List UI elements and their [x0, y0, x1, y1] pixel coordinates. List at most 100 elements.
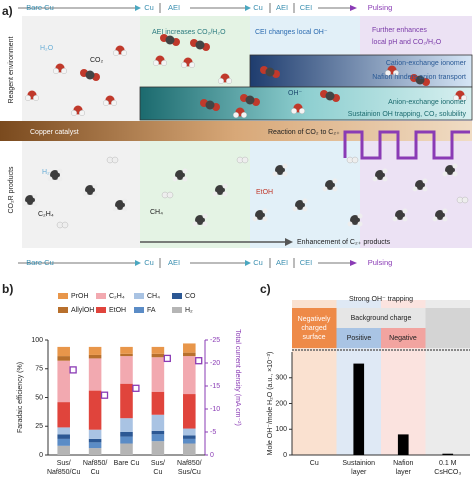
atom [32, 193, 38, 199]
atom [351, 156, 359, 164]
flow-step: Pulsing [368, 258, 393, 267]
atom [153, 60, 159, 66]
bar-segment [151, 414, 165, 431]
atom [442, 216, 448, 222]
atom [122, 198, 128, 204]
x-tick-label: Naf850/Cu [83, 460, 108, 476]
atom [385, 70, 391, 76]
flow-step: AEI [276, 258, 288, 267]
atom [202, 221, 208, 227]
flow-step: CEI [300, 3, 313, 12]
flow-step: AEI [168, 258, 180, 267]
panel-label: c) [260, 282, 271, 296]
bar-segment [151, 434, 165, 442]
atom [79, 110, 85, 116]
legend-label: CH₄ [147, 293, 160, 300]
atom [47, 176, 53, 182]
atom [292, 206, 298, 212]
legend-label: CO [185, 293, 196, 300]
y2-tick-label: -20 [210, 360, 220, 367]
atom [71, 110, 77, 116]
y-tick-label: 300 [275, 375, 287, 382]
atom [382, 176, 388, 182]
panel-label: a) [2, 4, 13, 18]
legend-label: PrOH [71, 293, 89, 300]
bar-segment [120, 436, 133, 444]
atom [262, 216, 268, 222]
legend-label: C₂H₄ [109, 293, 125, 300]
bar-segment [57, 402, 70, 428]
flow-step: Bare Cu [26, 258, 54, 267]
atom [445, 165, 455, 175]
reaction-label: Reaction of CO₂ to C₂₊ [268, 129, 340, 136]
atom [195, 40, 205, 50]
bar-segment [151, 441, 165, 455]
y2-tick-label: -25 [210, 337, 220, 344]
product-label: H₂ [42, 169, 50, 176]
bar [353, 363, 365, 455]
atom [85, 70, 95, 80]
atom [282, 163, 288, 169]
atom [357, 213, 363, 219]
atom [395, 210, 405, 220]
bar-segment [120, 356, 133, 384]
bar-segment [57, 434, 70, 439]
atom [461, 196, 469, 204]
atom [252, 216, 258, 222]
y2-axis-title: Total current density (mA cm⁻²) [234, 329, 241, 426]
atom [272, 171, 278, 177]
atom [25, 95, 31, 101]
atom [182, 168, 188, 174]
atom [275, 165, 285, 175]
product-label: C₂H₄ [38, 211, 54, 218]
atom [32, 201, 38, 207]
atom [53, 68, 59, 74]
note: local pH and CO₂/H₂O [372, 39, 442, 46]
legend-swatch [96, 307, 106, 313]
atom [402, 216, 408, 222]
bar-segment [120, 443, 133, 455]
atom [375, 170, 385, 180]
atom [82, 191, 88, 197]
atom [442, 208, 448, 214]
atom [22, 201, 28, 207]
atom [226, 78, 232, 84]
bar [442, 453, 454, 455]
atom [195, 215, 205, 225]
x-tick-label: Naf850/Sus/Cu [177, 460, 202, 476]
bar-segment [57, 360, 70, 403]
atom [291, 108, 297, 114]
header-title: Strong OH⁻ trapping [349, 296, 413, 303]
y-axis-title: Faradaic efficiency (%) [17, 362, 24, 433]
bar-segment [183, 394, 196, 429]
current-marker [100, 391, 109, 399]
bar-segment [88, 442, 102, 449]
atom [302, 206, 308, 212]
atom [282, 171, 288, 177]
flow-step: AEI [276, 3, 288, 12]
atom [422, 186, 428, 192]
legend-swatch [96, 293, 106, 299]
atom [412, 186, 418, 192]
atom [322, 186, 328, 192]
bar-segment [120, 383, 133, 419]
x-tick-label: Sus/Naf850/Cu [47, 460, 81, 476]
atom [175, 170, 185, 180]
bar-segment [183, 438, 196, 444]
product-label: EtOH [256, 189, 273, 196]
flow-step: Cu [144, 258, 154, 267]
bar [397, 434, 409, 455]
atom [122, 206, 128, 212]
atom [112, 206, 118, 212]
bar-segment [88, 390, 102, 430]
y2-tick-label: -10 [210, 406, 220, 413]
atom [50, 170, 60, 180]
bar-segment [88, 346, 102, 355]
atom [222, 191, 228, 197]
row-label: Reagent environment [8, 36, 15, 103]
note: CEI changes local OH⁻ [255, 29, 328, 36]
layer-label: Nafion hinders anion transport [372, 74, 466, 81]
bar-segment [57, 356, 70, 361]
x-tick-label: Bare Cu [114, 460, 140, 467]
